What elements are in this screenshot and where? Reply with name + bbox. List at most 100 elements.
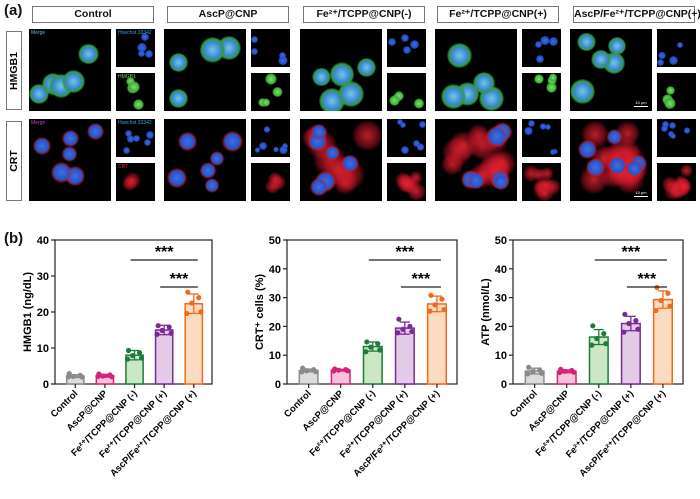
cell-blob — [199, 37, 226, 63]
cell-blob — [486, 125, 508, 147]
significance-label: *** — [155, 244, 174, 261]
hmgb1-hmgb1-channel-image — [251, 73, 290, 111]
data-point — [136, 350, 143, 356]
column-header: AscP@CNP — [167, 6, 289, 23]
data-point — [185, 289, 191, 295]
crt-merge-image — [435, 119, 517, 201]
crt-hoechst-image — [251, 119, 290, 157]
cell-blob — [137, 43, 147, 53]
data-point — [377, 347, 383, 353]
cell-blob — [447, 43, 473, 68]
cell-blob — [625, 160, 644, 178]
data-point — [439, 296, 445, 302]
data-point — [603, 341, 609, 347]
row-label-crt: CRT — [6, 121, 22, 201]
cell-blob — [660, 125, 668, 133]
cell-blob — [548, 73, 558, 82]
cell-blob — [418, 121, 426, 129]
y-tick-label: 40 — [37, 235, 49, 247]
x-tick-label: Control — [282, 388, 314, 420]
cell-blob — [397, 119, 403, 125]
data-point — [635, 326, 641, 332]
cell-blob — [167, 168, 187, 188]
cell-blob — [143, 138, 151, 147]
data-point — [407, 323, 413, 329]
data-point — [368, 344, 374, 350]
data-point — [601, 331, 607, 337]
cell-blob — [200, 162, 217, 179]
data-point — [198, 309, 204, 315]
y-tick-label: 0 — [501, 379, 507, 391]
data-point — [375, 341, 381, 347]
significance-label: *** — [638, 271, 657, 288]
cell-blob — [279, 145, 288, 155]
data-point — [138, 355, 145, 361]
cell-blob — [141, 32, 150, 41]
y-tick-label: 30 — [269, 293, 281, 305]
cell-blob — [608, 155, 628, 175]
cell-blob — [178, 132, 197, 151]
data-point — [396, 316, 402, 322]
cell-blob — [493, 173, 509, 190]
crt-hoechst-image — [657, 119, 696, 157]
cell-blob — [258, 141, 267, 150]
data-point — [166, 324, 172, 330]
data-point — [100, 373, 106, 379]
cell-blob — [61, 129, 80, 147]
cell-blob — [658, 52, 666, 60]
cell-blob — [400, 33, 410, 43]
data-point — [428, 292, 434, 298]
data-point — [626, 320, 632, 327]
panel-a-label: (a) — [4, 2, 23, 19]
significance-label: *** — [622, 244, 641, 261]
cell-blob — [679, 163, 694, 178]
data-point — [363, 349, 369, 355]
hmgb1-merge-image: Merge — [29, 29, 111, 111]
cell-blob — [545, 123, 551, 130]
hoechst-tag: Hoechst 33342 — [118, 120, 152, 126]
cell-blob — [410, 39, 420, 49]
data-point — [79, 374, 85, 380]
cell-blob — [272, 86, 284, 98]
cell-blob — [669, 121, 677, 130]
cell-blob — [204, 178, 220, 193]
cell-blob — [311, 67, 331, 87]
hmgb1-hoechst-image — [251, 29, 290, 67]
hmgb1-hmgb1-channel-image — [387, 73, 426, 111]
hmgb1-hoechst-image — [657, 29, 696, 67]
cell-blob — [144, 49, 154, 59]
merge-tag: Merge — [31, 120, 46, 126]
hmgb1-hmgb1-channel-image — [522, 73, 561, 111]
data-point — [409, 328, 415, 335]
crt-crt-channel-image — [387, 163, 426, 201]
cell-blob — [137, 49, 145, 57]
cell-blob — [669, 56, 679, 66]
cell-blob — [577, 140, 597, 160]
hmgb1-hmgb1-channel-image: HMGB1 — [116, 73, 155, 111]
crt-merge-image — [164, 119, 246, 201]
cell-blob — [309, 178, 328, 197]
y-tick-label: 20 — [495, 321, 507, 333]
cell-blob — [577, 32, 596, 52]
data-point — [364, 339, 370, 345]
cell-blob — [329, 62, 355, 87]
data-point — [539, 370, 545, 376]
y-tick-label: 10 — [495, 350, 507, 362]
cell-blob — [128, 81, 141, 93]
scale-bar: 10 μm — [634, 190, 648, 197]
crt-hoechst-image — [522, 119, 561, 157]
cell-blob — [325, 145, 341, 161]
cell-blob — [535, 55, 544, 64]
data-point — [432, 302, 438, 308]
cell-blob — [146, 131, 154, 139]
cell-blob — [669, 133, 676, 140]
data-point — [621, 329, 627, 335]
hmgb1-merge-image — [300, 29, 382, 111]
cell-blob — [51, 161, 73, 183]
cell-blob — [657, 58, 665, 66]
cell-blob — [528, 119, 536, 127]
cell-blob — [251, 47, 259, 55]
cell-blob — [132, 98, 145, 111]
data-point — [589, 342, 595, 348]
